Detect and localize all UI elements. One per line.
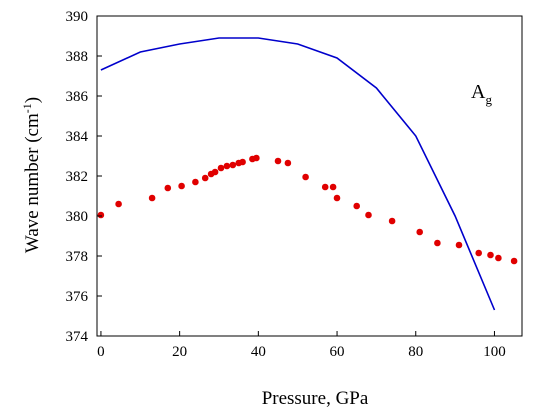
data-point — [475, 249, 483, 257]
x-tick-label: 100 — [483, 344, 506, 360]
mode-annotation-subscript: g — [485, 92, 492, 107]
data-point — [211, 168, 219, 176]
data-point — [495, 254, 502, 262]
y-tick-label: 376 — [66, 289, 89, 305]
data-point — [229, 161, 237, 169]
data-point — [388, 217, 396, 225]
data-point — [178, 182, 185, 190]
data-point — [416, 228, 424, 236]
data-point — [217, 164, 225, 172]
y-tick-label: 390 — [66, 9, 89, 25]
tick-labels: 0 20 40 60 80 100 374 376 378 380 382 384 386 388 390 — [66, 9, 506, 360]
data-point — [329, 183, 337, 191]
y-axis-title-superscript: -1 — [20, 103, 34, 113]
y-tick-label: 374 — [66, 329, 89, 345]
data-point — [97, 211, 105, 219]
data-point — [164, 184, 172, 192]
plot-area — [96, 15, 523, 337]
data-point — [333, 194, 341, 202]
data-point — [487, 251, 494, 259]
mode-annotation: Ag — [471, 81, 492, 107]
y-tick-label: 388 — [66, 49, 89, 65]
y-tick-label: 386 — [66, 89, 89, 105]
y-tick-label: 378 — [66, 249, 89, 265]
data-point — [201, 174, 209, 182]
data-point — [353, 202, 361, 210]
plot-frame — [96, 15, 523, 337]
data-point — [321, 183, 329, 191]
x-tick-label: 40 — [251, 344, 266, 360]
x-tick-label: 60 — [330, 344, 345, 360]
data-point — [434, 239, 441, 247]
data-point — [455, 241, 463, 249]
axes-layer — [97, 15, 495, 337]
data-point — [253, 154, 260, 162]
y-tick-label: 384 — [66, 129, 89, 145]
data-point — [148, 194, 156, 202]
x-tick-label: 20 — [172, 344, 187, 360]
data-point — [274, 157, 282, 165]
series-layer — [97, 37, 518, 311]
data-point — [284, 159, 292, 167]
data-point — [239, 158, 246, 166]
data-point — [365, 211, 372, 219]
y-tick-label: 382 — [66, 169, 89, 185]
data-point — [510, 257, 518, 265]
x-axis-title: Pressure, GPa — [262, 388, 369, 409]
x-tick-label: 80 — [408, 344, 423, 360]
data-point — [223, 162, 231, 170]
data-point — [302, 173, 309, 181]
x-tick-label: 0 — [97, 344, 105, 360]
data-point — [192, 178, 199, 186]
mode-annotation-label: A — [471, 81, 486, 103]
y-axis-title-close: ) — [22, 97, 43, 103]
data-point — [115, 200, 122, 208]
y-tick-label: 380 — [66, 209, 89, 225]
series-line-0 — [100, 37, 496, 311]
y-axis-title: Wave number (cm-1) — [20, 97, 43, 253]
y-axis-title-main: Wave number (cm — [22, 113, 43, 253]
